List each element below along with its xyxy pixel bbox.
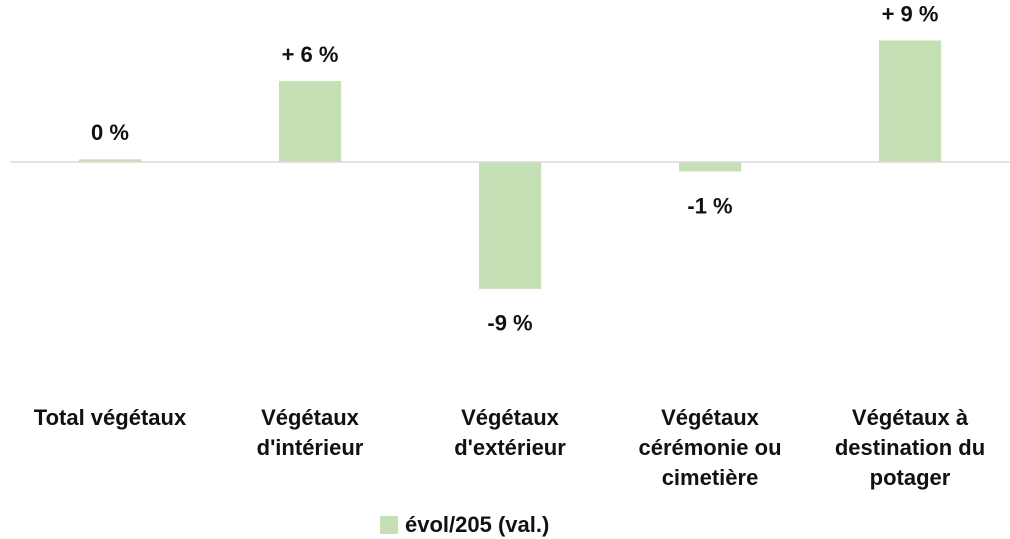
bar [79, 159, 141, 162]
legend-label: évol/205 (val.) [405, 512, 549, 537]
x-tick-label: Végétaux d'intérieur [256, 405, 364, 460]
legend-swatch [380, 516, 398, 534]
bar [479, 162, 541, 289]
bar [279, 81, 341, 162]
bar [679, 162, 741, 172]
x-tick-label: Végétaux d'extérieur [454, 405, 566, 460]
data-label: + 9 % [882, 1, 939, 26]
x-tick-label: Total végétaux [33, 405, 187, 430]
x-tick-label: Végétaux cérémonie ou cimetière [638, 405, 782, 490]
data-label: 0 % [91, 120, 129, 145]
x-tick-label: Végétaux à destination du potager [834, 405, 986, 490]
bar [879, 40, 941, 162]
data-label: -1 % [687, 193, 732, 218]
data-label: -9 % [487, 311, 532, 336]
data-label: + 6 % [282, 42, 339, 67]
